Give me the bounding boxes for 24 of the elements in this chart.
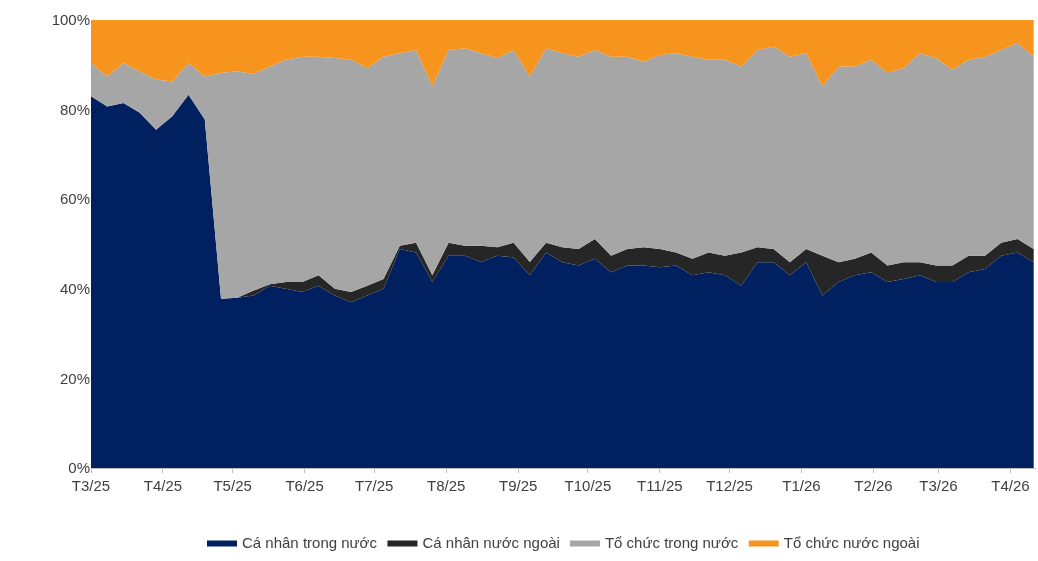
x-tick-label: T10/25 [564,477,612,494]
x-tick-label: T8/25 [427,477,466,494]
legend-label: Cá nhân trong nước [242,534,378,552]
x-tick-label: T5/25 [213,477,252,494]
legend-label: Cá nhân nước ngoài [422,534,560,552]
y-tick-label: 60% [59,190,90,208]
x-tick-label: T4/26 [991,477,1030,494]
x-tick-label: T3/26 [919,477,958,494]
y-tick-label: 0% [68,459,90,477]
x-tick-label: T12/25 [706,477,753,494]
x-tick-label: T11/25 [637,477,683,494]
legend-label: Tổ chức nước ngoài [783,534,920,552]
x-tick-label: T1/26 [782,477,821,494]
x-tick-label: T6/25 [285,477,324,494]
y-tick-label: 100% [51,11,90,29]
legend-label: Tổ chức trong nước [604,534,739,552]
x-tick-label: T2/26 [854,477,893,494]
x-tick-label: T3/25 [71,477,111,494]
y-tick-label: 20% [59,369,90,387]
x-tick-label: T7/25 [355,477,394,494]
x-tick-label: T4/25 [143,477,183,494]
x-tick-label: T9/25 [499,477,538,494]
y-tick-label: 40% [59,280,90,298]
y-tick-label: 80% [59,100,90,118]
